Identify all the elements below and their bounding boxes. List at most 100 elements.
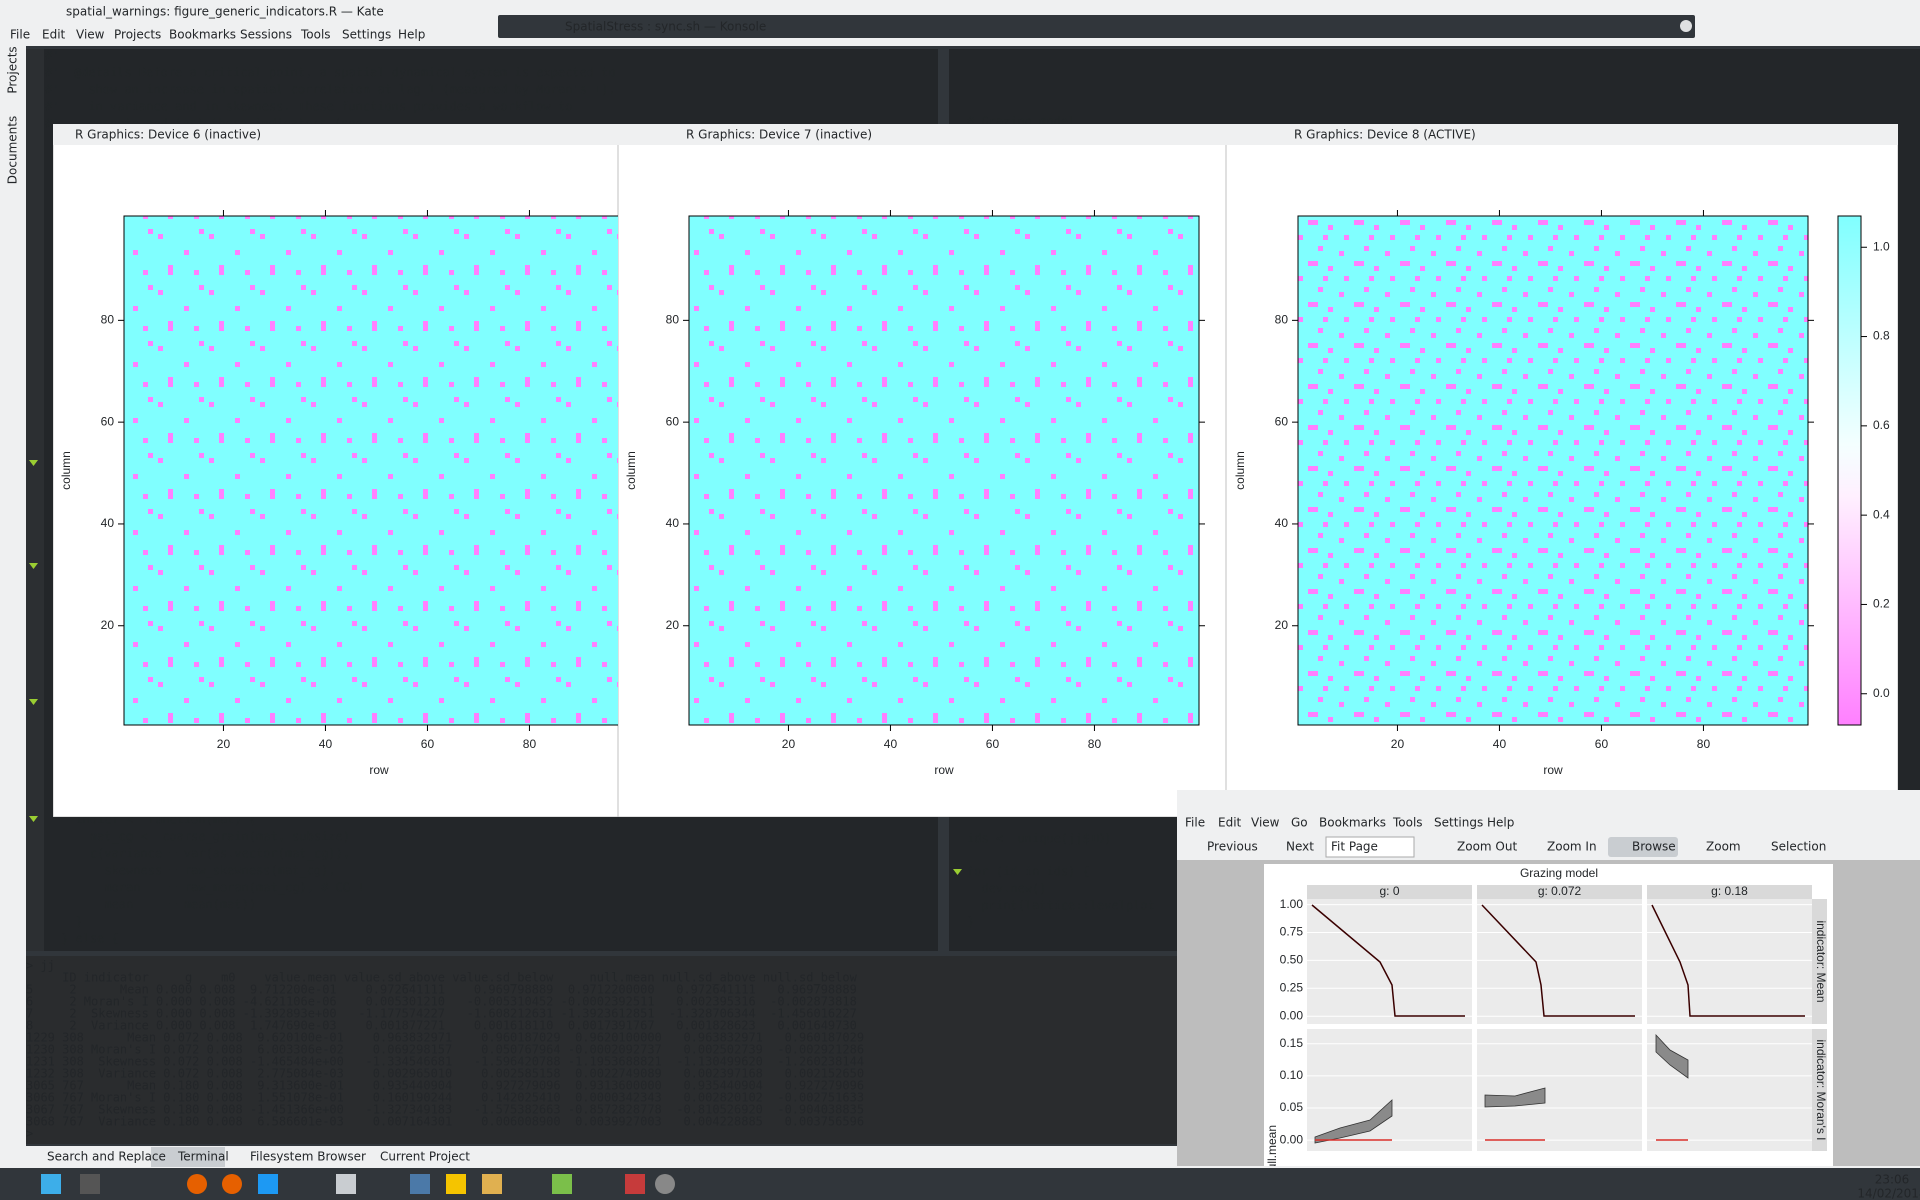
toolbar-button[interactable]: Selection (1771, 840, 1826, 854)
clock-time: 23:06 (1875, 1173, 1910, 1187)
y-tick-label: 0.75 (1280, 925, 1304, 939)
y-tick-label: 80 (101, 313, 115, 327)
code-line: c(variance = var(as.vector(mat_cg)), (61, 847, 350, 861)
active-tab[interactable] (151, 1147, 225, 1167)
y-tick-label: 20 (666, 618, 680, 632)
app-icon[interactable] (222, 1174, 242, 1194)
code-line: #' in variance and in skewness. These fu… (45, 100, 572, 114)
clock-date: 14/02/2018 (1857, 1187, 1920, 1200)
tool-tab[interactable]: Terminal (177, 1150, 229, 1164)
y-tick-label: 60 (101, 414, 115, 428)
sidebar-tab[interactable]: Projects (6, 46, 20, 93)
toolbar-button[interactable]: Browse (1632, 840, 1676, 854)
tool-tab[interactable]: Current Project (380, 1150, 470, 1164)
menu-item[interactable]: Projects (114, 28, 161, 42)
menu-item[interactable]: Settings (1434, 816, 1483, 830)
code-line: #' show an increase in spatial correlati… (45, 83, 616, 97)
app-icon[interactable] (41, 1174, 61, 1194)
row-strip (1812, 1029, 1827, 1151)
menu-item[interactable]: Edit (1218, 816, 1242, 830)
menu-item[interactable]: File (1185, 816, 1205, 830)
facet-strip (1307, 885, 1472, 899)
code-line: } else { (61, 932, 119, 946)
app-icon[interactable] (80, 1174, 100, 1194)
close-button[interactable] (1680, 20, 1692, 32)
menu-item[interactable]: Edit (42, 28, 66, 42)
menu-item[interactable]: Go (1291, 816, 1308, 830)
r-window: R Graphics: Device 8 (ACTIVE) 20 40 60 80 20 4… (1226, 124, 1898, 817)
y-tick-label: 40 (666, 516, 680, 530)
app-icon[interactable] (482, 1174, 502, 1194)
terminal-line: 3065 767 Mean 0.180 0.008 9.313600e-01 0… (26, 1079, 864, 1093)
toolbar-button[interactable]: Next (1286, 840, 1314, 854)
colorbar-label: 0.8 (1873, 329, 1890, 343)
zoom-box[interactable] (1325, 836, 1415, 858)
toolbar-button[interactable]: Zoom In (1547, 840, 1597, 854)
toolbar-button[interactable]: Fit Page (1331, 840, 1378, 854)
y-tick-label: 0.25 (1280, 980, 1304, 994)
x-tick-label: 40 (884, 737, 898, 751)
facet-label: g: 0.072 (1538, 884, 1582, 898)
app-icon[interactable] (625, 1174, 645, 1194)
x-tick-label: 80 (1697, 737, 1711, 751)
toolbar-button[interactable]: Previous (1207, 840, 1258, 854)
terminal-line: 3068 767 Variance 0.180 0.008 6.586601e-… (26, 1115, 864, 1129)
x-tick-label: 60 (1595, 737, 1609, 751)
menu-item[interactable]: Sessions (240, 28, 292, 42)
y-tick-label: 0.05 (1280, 1100, 1304, 1114)
x-tick-label: 60 (421, 737, 435, 751)
app-icon[interactable] (552, 1174, 572, 1194)
menu-item[interactable]: File (10, 28, 30, 42)
window-titlebar (1226, 124, 1898, 145)
r-window: R Graphics: Device 7 (inactive) 20 40 60 80 2… (618, 124, 1226, 817)
tool-tab[interactable]: Filesystem Browser (250, 1150, 366, 1164)
menu-item[interactable]: Tools (300, 28, 331, 42)
y-axis-label: null.mean (1265, 1125, 1279, 1177)
y-tick-label: 1.00 (1280, 897, 1304, 911)
code-line: mean = mean(mat)) (61, 898, 256, 912)
colorbar (1837, 215, 1862, 726)
menu-item[interactable]: View (1251, 816, 1280, 830)
toolbar-button[interactable]: Zoom (1706, 840, 1741, 854)
menu-item[interactable]: Bookmarks (1319, 816, 1386, 830)
terminal-line: > jj (26, 959, 55, 973)
code-line: mat_cg <- coarse_grain(mat, subsize) (61, 830, 350, 844)
x-tick-label: 80 (1088, 737, 1102, 751)
menu-item[interactable]: Help (1487, 816, 1514, 830)
menu-item[interactable]: View (76, 28, 105, 42)
window-title: SpatialStress : sync.sh — Konsole (565, 20, 766, 34)
window-title: R Graphics: Device 7 (inactive) (686, 128, 872, 142)
facet-label: g: 0.18 (1711, 884, 1748, 898)
y-axis-label: column (624, 451, 638, 490)
y-tick-label: 0.00 (1280, 1008, 1304, 1022)
terminal-line: ID indicator g m0 value.mean value.sd_ab… (26, 971, 858, 985)
x-tick-label: 20 (1391, 737, 1405, 751)
row-strip-label: indicator: Moran's I (1814, 1040, 1828, 1141)
app-icon[interactable] (258, 1174, 278, 1194)
code-line: dev.new() (967, 882, 1046, 896)
toolbar-button[interactable]: Zoom Out (1457, 840, 1517, 854)
facet-panel (1647, 899, 1812, 1024)
app-icon[interactable] (410, 1174, 430, 1194)
row-strip-label: indicator: Mean (1814, 920, 1828, 1002)
menu-item[interactable]: Tools (1392, 816, 1423, 830)
y-tick-label: 80 (1275, 313, 1289, 327)
tool-tab[interactable]: Search and Replace (47, 1150, 166, 1164)
sidebar-tab[interactable]: Documents (6, 116, 20, 184)
browse-button[interactable] (1608, 837, 1678, 857)
colorbar-label: 1.0 (1873, 239, 1890, 253)
code-line: #' @details Before a critical point, a s… (45, 66, 616, 80)
menu-item[interactable]: Settings (342, 28, 391, 42)
app-icon[interactable] (446, 1174, 466, 1194)
app-icon[interactable] (336, 1174, 356, 1194)
app-icon[interactable] (655, 1174, 675, 1194)
terminal-line: 1229 308 Mean 0.072 0.008 9.620100e-01 0… (26, 1031, 864, 1045)
y-tick-label: 20 (1275, 618, 1289, 632)
menu-item[interactable]: Bookmarks (169, 28, 236, 42)
heatmap (1297, 215, 1809, 726)
app-icon[interactable] (187, 1174, 207, 1194)
menu-item[interactable]: Help (398, 28, 425, 42)
code-line: } (967, 915, 974, 929)
